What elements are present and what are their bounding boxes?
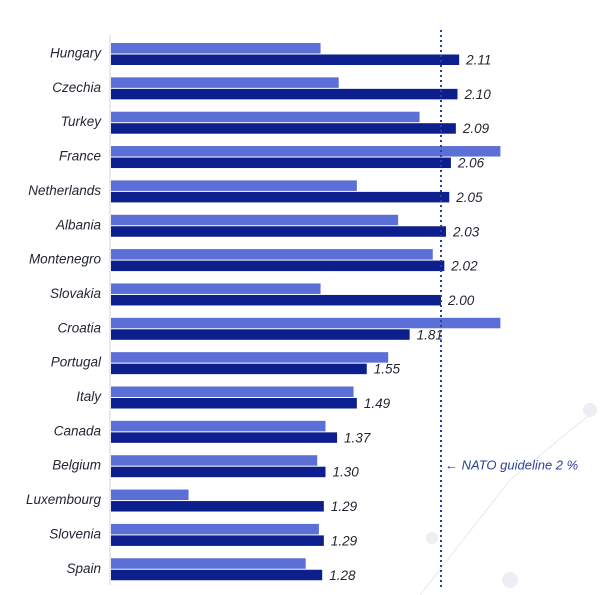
bar-earlier-croatia [111, 317, 501, 329]
nato-guideline-label: ← NATO guideline 2 % [445, 458, 578, 473]
category-label-spain: Spain [66, 561, 101, 576]
bar-earlier-italy [111, 386, 354, 397]
reference-layer: ← NATO guideline 2 % [440, 30, 578, 590]
category-label-slovakia: Slovakia [50, 286, 102, 301]
category-label-turkey: Turkey [61, 114, 103, 129]
bar-earlier-belgium [111, 455, 318, 466]
category-label-canada: Canada [54, 423, 102, 438]
value-label-albania: 2.03 [452, 224, 480, 239]
value-label-canada: 1.37 [344, 430, 371, 445]
category-label-france: France [59, 149, 101, 164]
bar-latest-france [111, 157, 451, 169]
category-label-portugal: Portugal [51, 355, 102, 370]
bars-layer [111, 43, 501, 581]
bar-earlier-portugal [111, 352, 389, 363]
bar-earlier-slovenia [111, 523, 319, 535]
category-label-netherlands: Netherlands [28, 183, 101, 198]
category-label-czechia: Czechia [52, 80, 101, 95]
category-label-montenegro: Montenegro [29, 252, 102, 267]
value-label-italy: 1.49 [364, 396, 391, 411]
bar-latest-netherlands [111, 191, 450, 203]
value-label-france: 2.06 [457, 156, 485, 171]
value-label-montenegro: 2.02 [450, 259, 478, 274]
bar-latest-slovenia [111, 535, 324, 546]
value-label-spain: 1.28 [329, 568, 356, 583]
value-label-slovakia: 2.00 [447, 293, 475, 308]
value-label-slovenia: 1.29 [331, 533, 358, 548]
bar-earlier-hungary [111, 43, 321, 54]
value-label-belgium: 1.30 [333, 465, 360, 480]
bar-latest-italy [111, 398, 357, 409]
bar-earlier-luxembourg [111, 489, 189, 501]
value-label-portugal: 1.55 [374, 362, 401, 377]
bar-earlier-montenegro [111, 249, 433, 260]
value-label-luxembourg: 1.29 [331, 499, 358, 514]
value-label-turkey: 2.09 [462, 121, 490, 136]
bar-earlier-france [111, 146, 501, 157]
bar-earlier-albania [111, 214, 399, 226]
value-labels: 2.11 2.10 2.09 2.06 2.05 2.03 2.02 2.00 1.81 1.55… [329, 53, 491, 583]
bar-latest-slovakia [111, 294, 441, 306]
category-label-italy: Italy [76, 389, 102, 404]
bar-latest-canada [111, 432, 338, 443]
value-label-croatia: 1.81 [417, 327, 443, 342]
bar-earlier-canada [111, 420, 326, 432]
bar-earlier-spain [111, 558, 306, 569]
bar-earlier-czechia [111, 77, 339, 88]
bar-earlier-netherlands [111, 180, 357, 191]
bar-latest-portugal [111, 363, 367, 375]
category-label-croatia: Croatia [57, 320, 101, 335]
bar-latest-montenegro [111, 260, 445, 272]
bar-latest-turkey [111, 123, 456, 134]
bar-earlier-slovakia [111, 283, 321, 294]
category-label-belgium: Belgium [52, 458, 101, 473]
background-decoration [419, 403, 597, 595]
category-label-hungary: Hungary [50, 46, 102, 61]
value-label-netherlands: 2.05 [455, 190, 483, 205]
bar-latest-croatia [111, 329, 410, 340]
bar-earlier-turkey [111, 111, 420, 123]
category-label-albania: Albania [55, 217, 102, 232]
category-label-slovenia: Slovenia [49, 526, 101, 541]
bar-latest-albania [111, 226, 446, 237]
bar-latest-belgium [111, 466, 326, 478]
value-label-hungary: 2.11 [465, 53, 491, 68]
bar-latest-hungary [111, 54, 460, 65]
bar-latest-spain [111, 569, 323, 581]
value-label-czechia: 2.10 [464, 87, 492, 102]
category-labels: Hungary Czechia Turkey France Netherlands Alb… [26, 46, 102, 576]
bar-latest-luxembourg [111, 501, 324, 512]
bar-latest-czechia [111, 88, 458, 100]
category-label-luxembourg: Luxembourg [26, 492, 102, 507]
